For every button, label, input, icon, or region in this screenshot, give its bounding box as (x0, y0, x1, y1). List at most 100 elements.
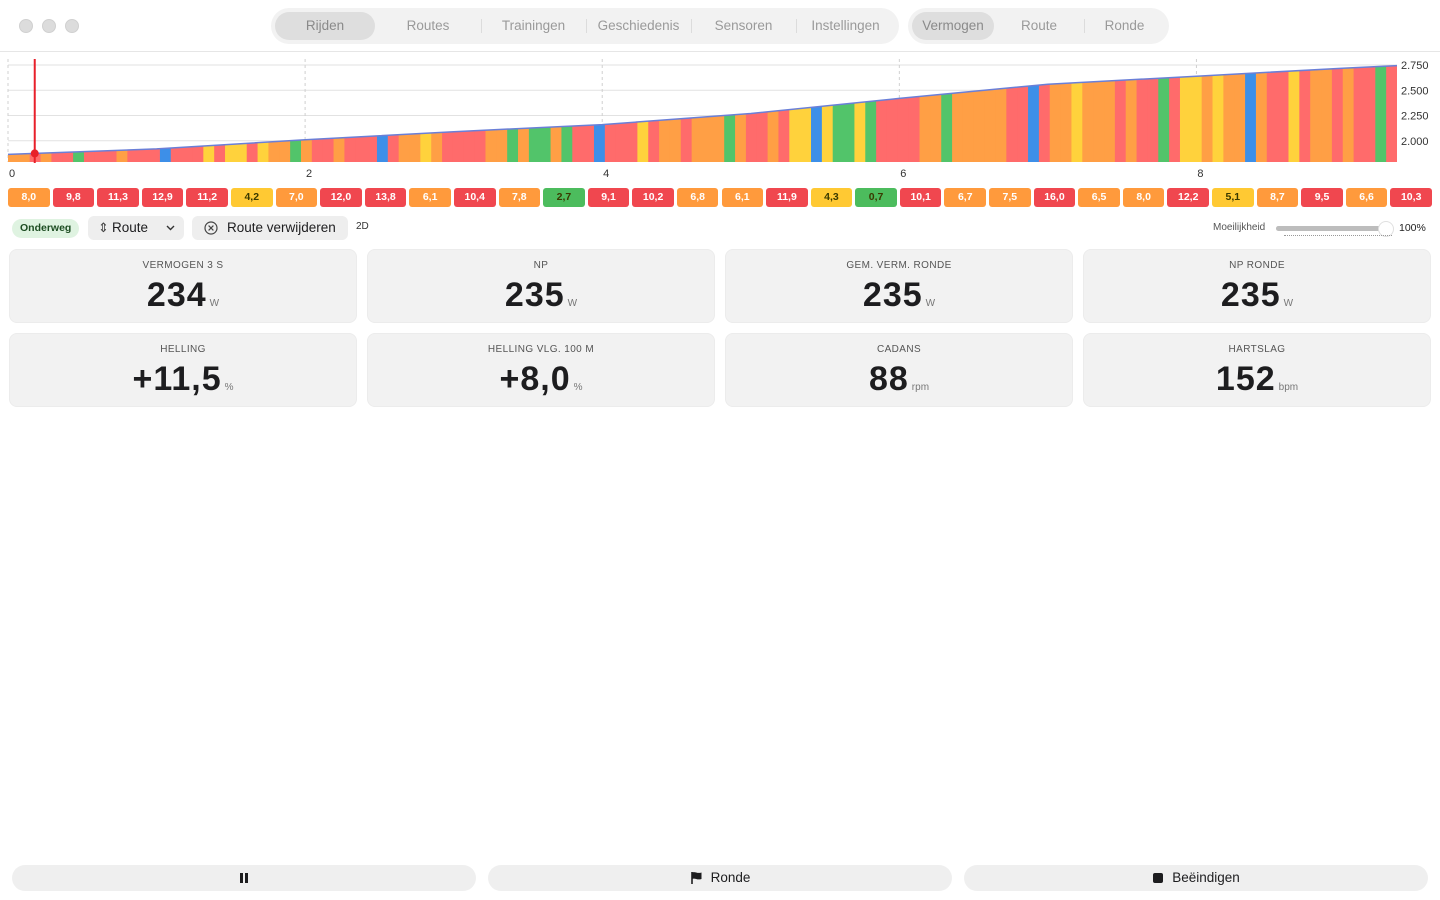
zone-band (366, 65, 378, 162)
tab-geschiedenis[interactable]: Geschiedenis (586, 12, 691, 40)
metric-label: GEM. VERM. RONDE (846, 260, 952, 271)
zone-bands (8, 65, 1397, 162)
metric-unit: bpm (1278, 382, 1299, 393)
zone-band (452, 65, 465, 162)
zone-band (398, 65, 411, 162)
zone-band (40, 65, 52, 162)
zone-band (1104, 65, 1116, 162)
difficulty-slider-ticks (1284, 235, 1392, 236)
zone-band (952, 65, 964, 162)
zone-band (876, 65, 888, 162)
difficulty-slider-fill (1276, 226, 1382, 231)
zone-band (73, 65, 85, 162)
slope-chip: 12,2 (1167, 188, 1210, 207)
zone-band (94, 65, 107, 162)
tab-routes[interactable]: Routes (406, 18, 450, 33)
tab-instellingen[interactable]: Instellingen (796, 12, 895, 40)
metric-label: NP (533, 260, 549, 271)
view-mode-2d-toggle[interactable]: 2D (356, 221, 369, 232)
metric-card-gradient-next-100m: HELLING VLG. 100 M +8,0% (367, 333, 715, 407)
y-tick-label: 2.250 (1401, 111, 1429, 123)
slope-chip: 7,5 (989, 188, 1031, 207)
minimize-window-button[interactable] (42, 19, 56, 33)
zone-band (1321, 65, 1333, 162)
difficulty-label: Moeilijkheid (1213, 222, 1266, 233)
metric-card-gradient: HELLING +11,5% (9, 333, 357, 407)
slope-chip: 7,8 (498, 188, 541, 207)
zone-band (886, 65, 899, 162)
zone-band (8, 65, 20, 162)
metric-card-np-lap: NP RONDE 235 W (1083, 249, 1431, 323)
lap-button[interactable]: Ronde (488, 865, 952, 891)
zone-band (669, 65, 682, 162)
status-badge: Onderweg (12, 219, 80, 238)
zone-band (908, 65, 921, 162)
zone-band (485, 65, 497, 162)
remove-route-label: Route verwijderen (227, 220, 336, 235)
pause-icon (240, 873, 248, 884)
zone-band (311, 65, 324, 162)
elevation-chart[interactable]: 2.000 2.250 2.500 2.750 0 2 4 6 8 (0, 53, 1440, 183)
close-circle-icon (204, 221, 218, 235)
remove-route-button[interactable]: Route verwijderen (192, 216, 348, 240)
title-bar: Rijden Routes Trainingen Geschiedenis Se… (0, 0, 1440, 52)
zone-band (789, 65, 801, 162)
slope-chip: 6,1 (409, 188, 451, 207)
metric-card-cadence: CADANS 88 rpm (725, 333, 1073, 407)
metric-label: HELLING (160, 344, 206, 355)
zone-band (659, 65, 671, 162)
slope-chip: 0,7 (855, 188, 897, 207)
slope-chip: 8,7 (1256, 188, 1299, 207)
zone-band (214, 65, 226, 162)
slope-chip: 9,1 (587, 188, 630, 207)
end-button[interactable]: Beëindigen (964, 865, 1428, 891)
metric-unit: W (567, 298, 578, 309)
zone-band (1299, 65, 1311, 162)
zone-band (1234, 65, 1246, 162)
zone-band (1006, 65, 1018, 162)
metric-value: +8,0 (499, 360, 571, 398)
zone-band (268, 65, 280, 162)
tab-rijden[interactable]: Rijden (275, 12, 375, 40)
tab-trainingen[interactable]: Trainingen (481, 12, 586, 40)
y-tick-label: 2.500 (1401, 85, 1429, 97)
difficulty-slider-thumb[interactable] (1378, 221, 1394, 237)
slope-chip: 12,0 (320, 188, 362, 207)
tab-sensoren[interactable]: Sensoren (691, 12, 796, 40)
zone-band (474, 65, 487, 162)
zone-band (518, 65, 530, 162)
tab-vermogen[interactable]: Vermogen (912, 12, 994, 40)
zone-band (1386, 65, 1397, 162)
route-toolbar: Onderweg ⇕ Route Route verwijderen 2D Mo… (0, 216, 1440, 242)
pause-button[interactable] (12, 865, 476, 891)
slope-chip: 11,2 (186, 188, 228, 207)
end-button-label: Beëindigen (1172, 870, 1240, 885)
x-tick-label: 2 (306, 168, 312, 180)
metric-unit: W (209, 298, 220, 309)
zone-band (105, 65, 118, 162)
zone-band (648, 65, 660, 162)
zone-band (919, 65, 931, 162)
slope-chip: 9,8 (52, 188, 95, 207)
difficulty-slider[interactable] (1276, 221, 1394, 237)
route-selector[interactable]: ⇕ Route (88, 216, 184, 240)
metric-unit: W (1283, 298, 1294, 309)
tab-route[interactable]: Route (1020, 18, 1058, 33)
zoom-window-button[interactable] (65, 19, 79, 33)
metric-label: VERMOGEN 3 S (142, 260, 224, 271)
slope-chip: 6,8 (676, 188, 719, 207)
zone-band (496, 65, 508, 162)
close-window-button[interactable] (19, 19, 33, 33)
slope-chip: 10,2 (632, 188, 674, 207)
y-tick-label: 2.000 (1401, 136, 1429, 148)
lap-button-label: Ronde (710, 870, 751, 885)
zone-band (290, 65, 302, 162)
zone-band (1179, 65, 1192, 162)
zone-band (528, 65, 541, 162)
metric-unit: % (573, 382, 583, 393)
zone-band (930, 65, 942, 162)
route-selector-label: Route (112, 220, 149, 235)
view-tabs: Vermogen Route Ronde (908, 8, 1169, 44)
flag-icon (690, 872, 702, 885)
tab-ronde[interactable]: Ronde (1084, 12, 1165, 40)
